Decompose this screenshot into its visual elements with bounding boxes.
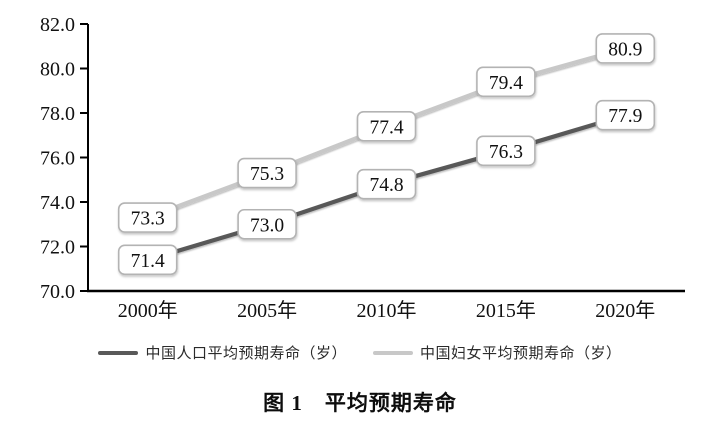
line-chart: 70.0 72.0 74.0 76.0 78.0 80.0 82.0 2000年 2005年 20… [40, 14, 685, 322]
data-label-value: 74.8 [369, 175, 403, 196]
data-label-value: 71.4 [131, 251, 165, 272]
legend-line-swatch-population [98, 350, 139, 355]
y-tick-label: 82.0 [40, 14, 75, 36]
data-label-box [595, 33, 656, 64]
x-tick-label: 2015年 [476, 299, 536, 322]
data-label-value: 80.9 [608, 39, 642, 60]
x-tick-label: 2020年 [595, 299, 655, 322]
legend-item-women: 中国妇女平均预期寿命（岁） [373, 342, 622, 363]
y-tick-label: 74.0 [40, 192, 75, 214]
y-tick-label: 78.0 [40, 103, 75, 125]
y-tick-label: 80.0 [40, 59, 75, 81]
figure-caption: 图 1 平均预期寿命 [263, 391, 457, 415]
legend-item-population: 中国人口平均预期寿命（岁） [98, 342, 347, 363]
data-label-box [237, 208, 297, 240]
data-label-box [595, 99, 656, 131]
data-label-value: 75.3 [250, 164, 284, 185]
legend: 中国人口平均预期寿命（岁） 中国妇女平均预期寿命（岁） [0, 342, 720, 363]
data-label-value: 77.4 [369, 117, 403, 138]
legend-line-swatch-women [373, 350, 413, 355]
x-tick-label: 2010年 [357, 299, 417, 322]
legend-label-population: 中国人口平均预期寿命（岁） [145, 346, 347, 362]
data-label-value: 76.3 [489, 142, 523, 163]
data-label-box [356, 168, 417, 200]
legend-label-women: 中国妇女平均预期寿命（岁） [420, 346, 622, 362]
data-label-box [117, 202, 178, 233]
data-label-box [237, 157, 297, 189]
x-tick-label: 2000年 [118, 299, 178, 322]
data-label-value: 77.9 [608, 106, 642, 127]
x-tick-label: 2005年 [237, 299, 297, 322]
data-label-box [476, 135, 536, 167]
y-tick-label: 76.0 [40, 148, 75, 170]
y-tick-label: 72.0 [40, 237, 75, 259]
data-label-box [476, 66, 536, 98]
data-label-value: 73.3 [131, 209, 165, 230]
data-label-box [117, 244, 178, 276]
data-label-value: 73.0 [250, 215, 284, 236]
data-label-value: 79.4 [489, 73, 523, 94]
y-tick-label: 70.0 [40, 281, 75, 303]
data-label-box [356, 111, 417, 142]
